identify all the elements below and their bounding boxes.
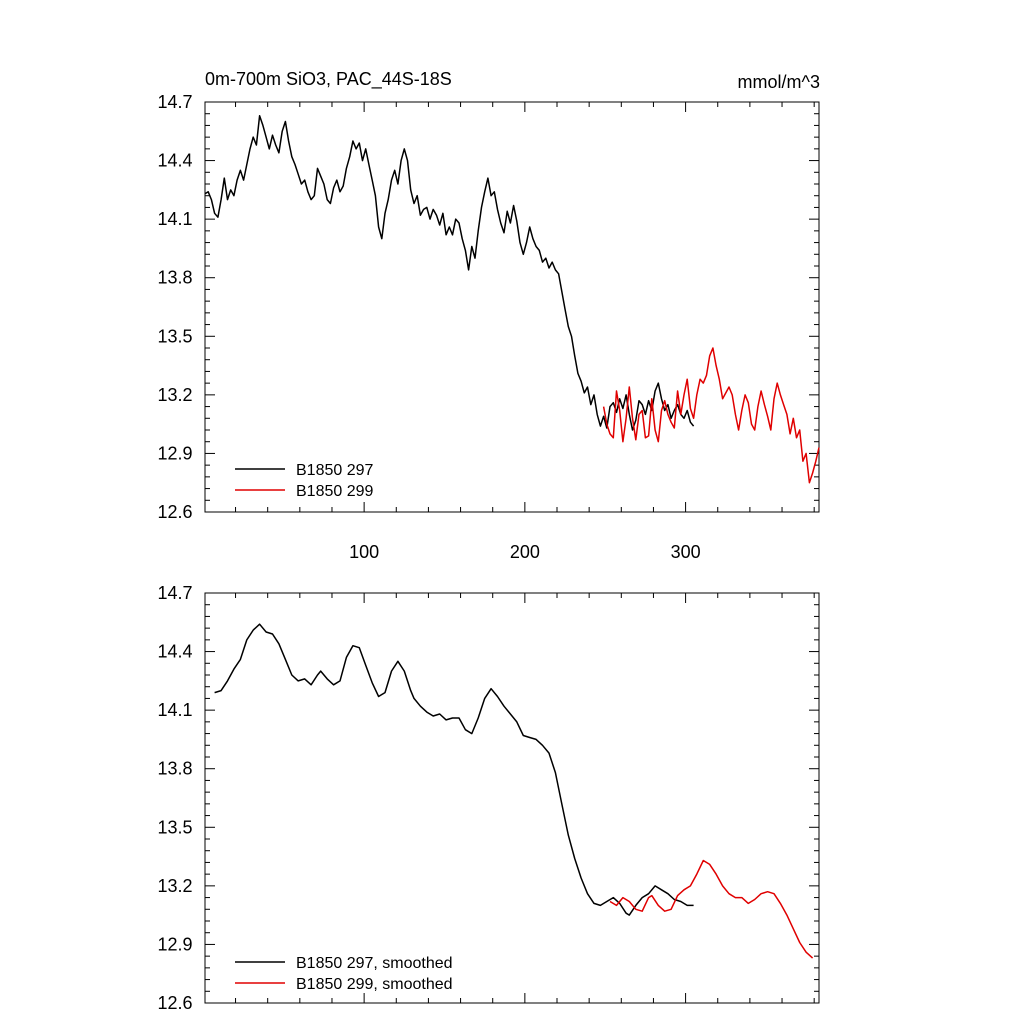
y-tick-label: 13.8: [157, 268, 192, 288]
y-tick-label: 12.6: [157, 502, 192, 522]
unit-label: mmol/m^3: [738, 72, 820, 92]
x-tick-label: 100: [349, 542, 379, 562]
y-tick-label: 12.6: [157, 993, 192, 1013]
bottom-axes: 12.6 12.9 13.2 13.5 13.8 14.1 14.4 14.7: [157, 583, 819, 1013]
y-tick-label: 13.2: [157, 876, 192, 896]
top-series-group: [204, 114, 820, 484]
series-line-b1850-297-smoothed: [214, 623, 694, 916]
y-tick-label: 13.5: [157, 326, 192, 346]
y-tick-label: 14.4: [157, 151, 192, 171]
top-plot-frame: [204, 101, 820, 513]
x-tick-label: 300: [671, 542, 701, 562]
y-tick-label: 14.1: [157, 700, 192, 720]
x-tick-label: 200: [510, 542, 540, 562]
legend-label-299-smoothed: B1850 299, smoothed: [296, 976, 453, 993]
series-line-b1850-299-smoothed: [609, 859, 814, 959]
top-legend: B1850 297 B1850 299: [235, 462, 374, 500]
top-panel: 12.6 12.9 13.2 13.5 13.8 14.1 14.4 14.7 100 200 30…: [157, 92, 820, 562]
legend-label-299: B1850 299: [296, 483, 374, 500]
y-tick-label: 14.7: [157, 92, 192, 112]
y-tick-label: 14.4: [157, 642, 192, 662]
y-tick-label: 14.7: [157, 583, 192, 603]
series-line-b1850-297: [204, 114, 695, 431]
series-line-b1850-299: [602, 347, 820, 484]
y-tick-label: 12.9: [157, 443, 192, 463]
top-axes: 12.6 12.9 13.2 13.5 13.8 14.1 14.4 14.7 100 200 30…: [157, 92, 819, 562]
bottom-series-group: [214, 623, 814, 959]
bottom-plot-frame: [204, 592, 820, 1004]
y-tick-label: 13.2: [157, 385, 192, 405]
y-tick-label: 12.9: [157, 934, 192, 954]
bottom-legend: B1850 297, smoothed B1850 299, smoothed: [235, 955, 453, 993]
y-tick-label: 14.1: [157, 209, 192, 229]
y-tick-label: 13.5: [157, 817, 192, 837]
legend-label-297: B1850 297: [296, 462, 374, 479]
chart-title: 0m-700m SiO3, PAC_44S-18S: [205, 69, 452, 90]
legend-label-297-smoothed: B1850 297, smoothed: [296, 955, 453, 972]
y-tick-label: 13.8: [157, 759, 192, 779]
bottom-panel: 12.6 12.9 13.2 13.5 13.8 14.1 14.4 14.7 B1850 2…: [157, 583, 820, 1013]
